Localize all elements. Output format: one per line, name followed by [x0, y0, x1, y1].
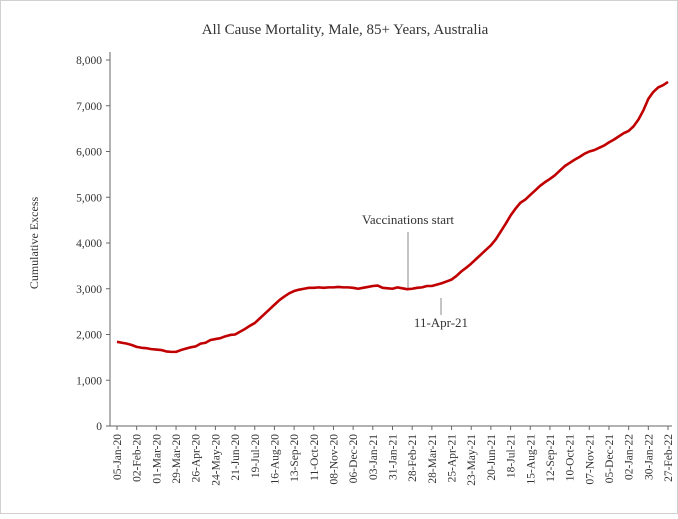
x-tick-label: 07-Nov-21 — [584, 434, 596, 485]
y-tick-label: 5,000 — [76, 192, 102, 204]
x-tick-label: 05-Jan-20 — [112, 434, 124, 480]
x-tick-label: 28-Mar-21 — [427, 434, 439, 484]
x-tick-label: 29-Mar-20 — [171, 434, 183, 484]
y-axis-label: Cumulative Excess — [27, 197, 41, 290]
y-tick-label: 2,000 — [76, 330, 102, 342]
x-tick-label: 26-Apr-20 — [191, 434, 203, 483]
x-tick-label: 21-Jun-20 — [230, 434, 242, 481]
x-tick-label: 02-Feb-20 — [132, 434, 144, 482]
x-tick-label: 06-Dec-20 — [348, 434, 360, 483]
y-tick-label: 1,000 — [76, 375, 102, 387]
x-tick-label: 27-Feb-22 — [663, 434, 675, 482]
x-tick-label: 15-Aug-21 — [525, 434, 537, 485]
y-tick-label: 7,000 — [76, 101, 102, 113]
x-tick-label: 28-Feb-21 — [407, 434, 419, 482]
x-tick-label: 16-Aug-20 — [269, 434, 281, 485]
x-tick-label: 03-Jan-21 — [368, 434, 380, 480]
y-tick-label: 4,000 — [76, 238, 102, 250]
y-tick-label: 0 — [96, 421, 102, 433]
x-tick-label: 24-May-20 — [210, 434, 222, 486]
x-tick-label: 19-Jul-20 — [250, 434, 262, 478]
x-tick-label: 23-May-21 — [466, 434, 478, 486]
data-line — [116, 80, 669, 354]
x-tick-label: 25-Apr-21 — [447, 434, 459, 483]
annotation: 11-Apr-21 — [414, 315, 468, 330]
chart-title: All Cause Mortality, Male, 85+ Years, Au… — [202, 22, 489, 38]
x-tick-label: 13-Sep-20 — [289, 434, 301, 482]
x-tick-label: 02-Jan-22 — [624, 434, 636, 480]
x-tick-label: 01-Mar-20 — [151, 434, 163, 484]
x-tick-label: 05-Dec-21 — [604, 434, 616, 483]
x-tick-label: 11-Oct-20 — [309, 434, 321, 481]
x-tick-label: 10-Oct-21 — [565, 434, 577, 482]
x-tick-label: 20-Jun-21 — [486, 434, 498, 481]
y-tick-label: 8,000 — [76, 55, 102, 67]
x-tick-label: 08-Nov-20 — [328, 434, 340, 485]
x-tick-label: 30-Jan-22 — [643, 434, 655, 480]
y-tick-label: 3,000 — [76, 284, 102, 296]
x-tick-label: 31-Jan-21 — [388, 434, 400, 480]
x-tick-label: 12-Sep-21 — [545, 434, 557, 482]
y-tick-label: 6,000 — [76, 147, 102, 159]
x-tick-label: 18-Jul-21 — [506, 434, 518, 478]
annotation: Vaccinations start — [362, 212, 454, 227]
